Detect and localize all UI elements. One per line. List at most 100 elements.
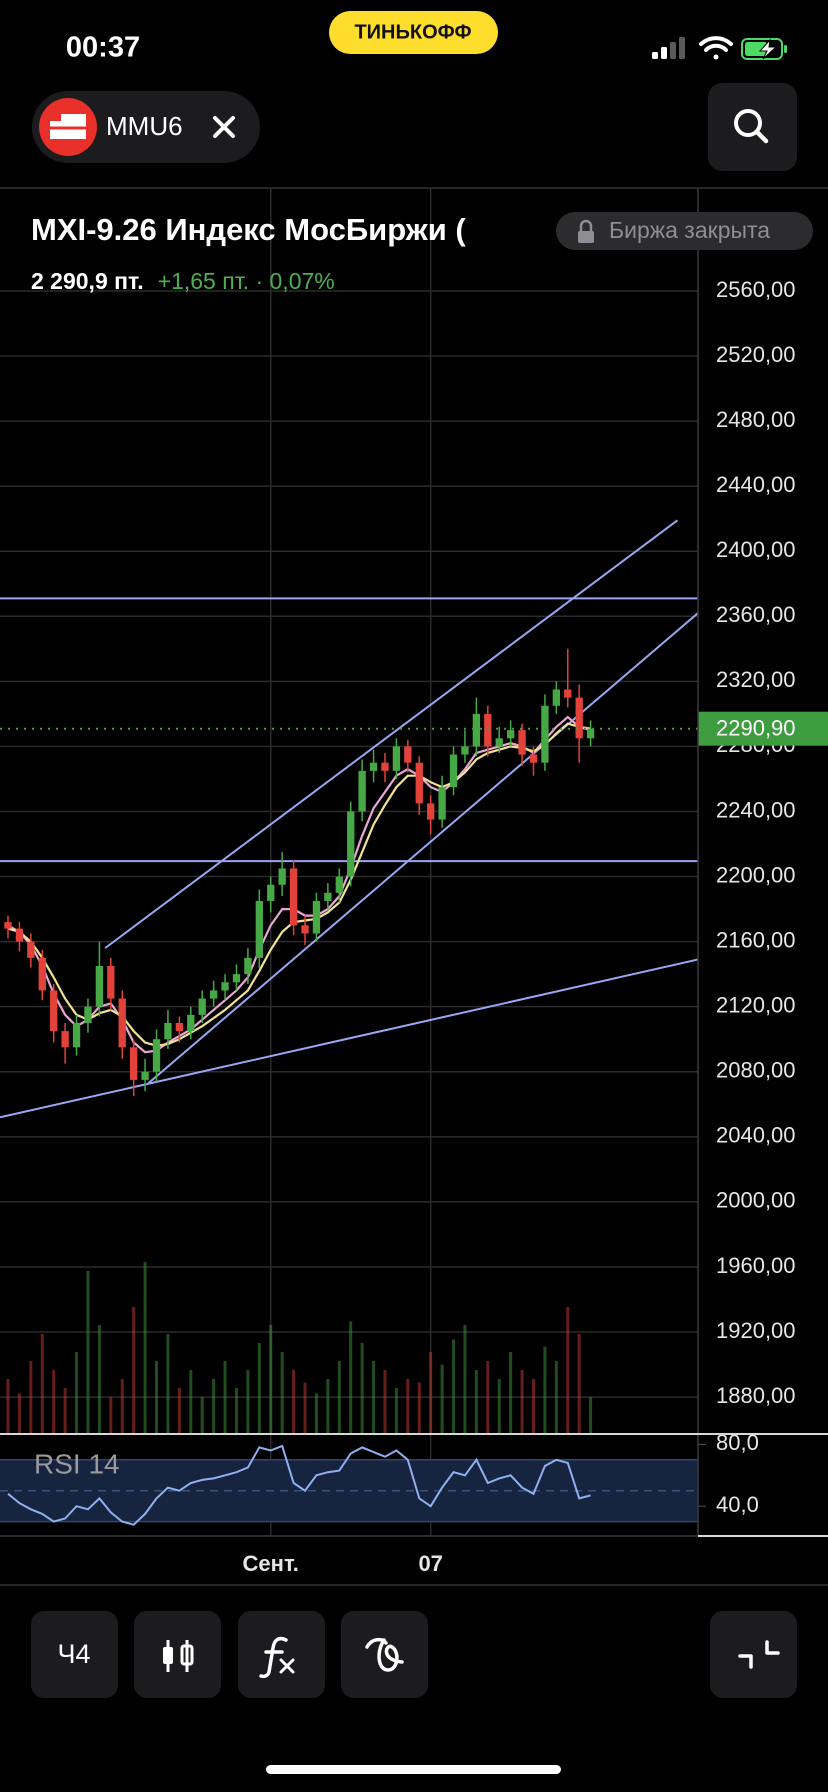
volume-bar (406, 1379, 410, 1433)
volume-bar (132, 1307, 136, 1433)
candle-body (358, 770, 366, 812)
volume-bar (589, 1397, 593, 1433)
candle-body (324, 892, 332, 901)
candle-body (95, 966, 104, 1007)
x-tick-label: 07 (418, 1551, 442, 1576)
volume-bar (292, 1370, 296, 1433)
volume-bar (543, 1346, 547, 1433)
candle-body (187, 1014, 195, 1032)
volume-bar (383, 1370, 387, 1433)
candle-body (495, 738, 503, 747)
volume-bar (166, 1334, 170, 1433)
rsi-title: RSI 14 (34, 1448, 120, 1479)
volume-bar (246, 1370, 250, 1433)
y-tick-label: 2440,00 (716, 472, 796, 497)
brand-pill (329, 11, 498, 54)
moving-average (7, 722, 591, 1047)
interval-button[interactable]: Ч4 (31, 1611, 118, 1698)
volume-bar (417, 1382, 421, 1433)
moving-average (7, 715, 591, 1054)
candle-body (347, 811, 355, 877)
volume-bar (40, 1334, 44, 1433)
rsi-line (7, 1444, 591, 1526)
volume-bar (520, 1370, 524, 1433)
candle-body (461, 746, 469, 755)
interval-label: Ч4 (57, 1639, 90, 1669)
volume-bar (360, 1343, 364, 1433)
candle-body (381, 762, 389, 771)
collapse-button[interactable] (710, 1611, 797, 1698)
brand-label: ТИНЬКОФФ (354, 21, 471, 43)
candle-body (107, 966, 115, 999)
y-tick-label: 2400,00 (716, 537, 796, 562)
candle-body (404, 746, 412, 763)
candle-body (209, 990, 218, 999)
trend-line (147, 612, 698, 1084)
wifi-icon (699, 36, 733, 60)
volume-bar (257, 1343, 261, 1433)
x-tick-label: Сент. (243, 1551, 299, 1576)
candle-body (301, 925, 309, 934)
volume-bar (554, 1361, 558, 1433)
volume-bar (314, 1393, 318, 1433)
y-tick-label: 2080,00 (716, 1058, 796, 1083)
y-tick-label: 2240,00 (716, 797, 796, 822)
indicators-button[interactable] (238, 1611, 325, 1698)
volume-bar (303, 1382, 307, 1433)
volume-bar (474, 1370, 478, 1433)
volume-bar (120, 1379, 124, 1433)
volume-bar (372, 1361, 376, 1433)
candle-body (118, 998, 126, 1048)
y-tick-label: 1920,00 (716, 1318, 796, 1343)
y-tick-label: 2200,00 (716, 862, 796, 887)
candle-body (50, 990, 58, 1032)
volume-bar (440, 1364, 444, 1433)
rsi-area: RSI 14 (0, 1444, 698, 1526)
volume-bar (349, 1321, 353, 1433)
last-price-label: 2290,90 (716, 716, 796, 741)
volume-bar (86, 1271, 90, 1433)
market-status-badge: Биржа закрыта (556, 212, 813, 250)
drawing-tools-button[interactable] (341, 1611, 428, 1698)
y-tick-label: 2160,00 (716, 927, 796, 952)
close-ticker-button[interactable] (213, 116, 235, 138)
candle-body (541, 705, 549, 763)
candle-body (141, 1071, 149, 1080)
candle-body (38, 957, 46, 991)
volume-bar (486, 1361, 490, 1433)
candle-body (529, 754, 538, 763)
volume-bar (269, 1325, 273, 1433)
ticker-label: MMU6 (106, 111, 183, 141)
volume-bar (75, 1352, 79, 1433)
y-tick-label: 2040,00 (716, 1123, 796, 1148)
candle-body (552, 689, 560, 706)
candle-body (278, 868, 286, 885)
volume-bar (63, 1388, 67, 1433)
volume-bar (452, 1339, 456, 1433)
candle-body (449, 754, 458, 788)
rsi-tick-label: 40,0 (716, 1492, 759, 1517)
candle-body (175, 1022, 184, 1032)
candle-body (335, 876, 343, 893)
price-change: +1,65 пт. · 0,07% (158, 268, 335, 294)
volume-bar (531, 1379, 535, 1433)
candle-body (15, 928, 24, 942)
candle-body (438, 787, 446, 820)
candle-body (518, 730, 526, 755)
ticker-chip[interactable]: MMU6 (32, 91, 260, 163)
chart-type-button[interactable] (134, 1611, 221, 1698)
volume-bar (394, 1388, 398, 1433)
candle-body (427, 803, 435, 820)
volume-bar (463, 1325, 467, 1433)
candle-body (232, 974, 241, 983)
home-indicator (266, 1765, 561, 1774)
volume-bar (234, 1388, 238, 1433)
volume-bar (29, 1361, 33, 1433)
search-button[interactable] (708, 83, 797, 171)
last-price: 2 290,9 пт. (31, 268, 144, 294)
status-time: 00:37 (66, 32, 140, 64)
candle-body (564, 689, 572, 698)
market-status: Биржа закрыта (609, 217, 770, 243)
